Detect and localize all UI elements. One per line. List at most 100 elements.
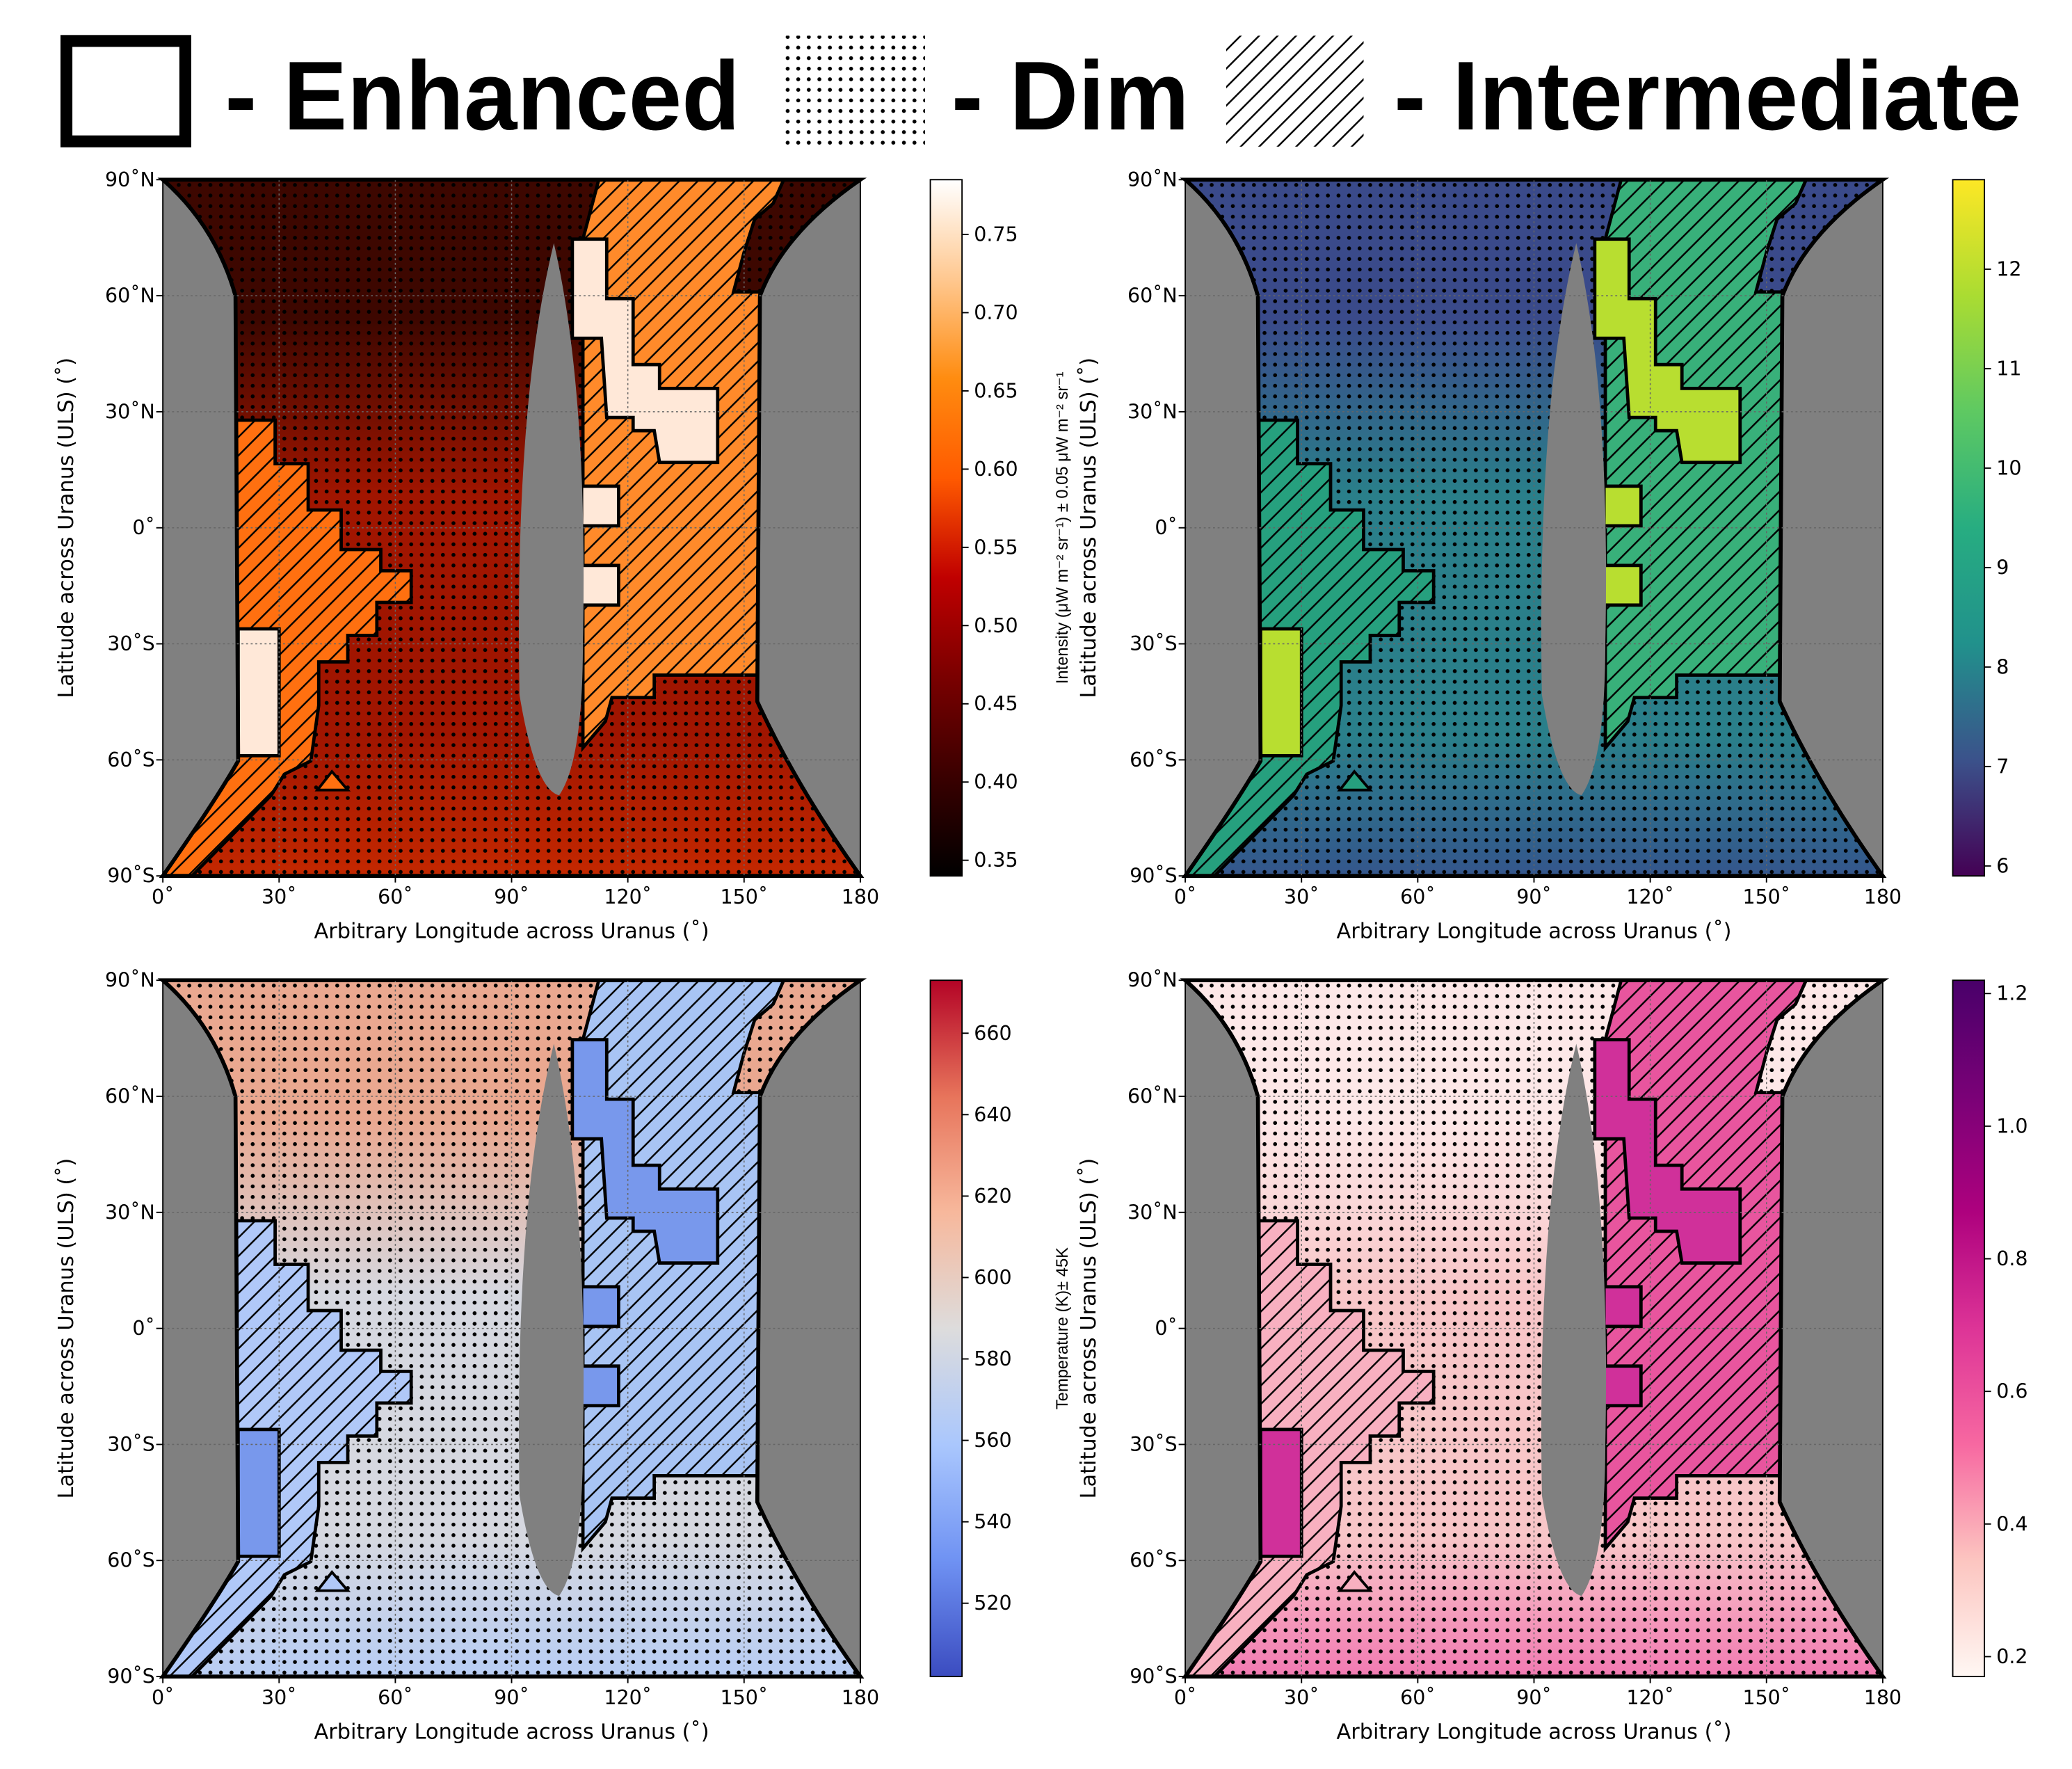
x-tick-label: 120˚ [604,1686,652,1709]
colorbar-tick-label: 0.50 [974,614,1018,637]
y-tick-label: 30˚N [105,400,155,423]
colorbar-label: Temperature (K)± 45K [1054,1247,1072,1409]
colorbar-tick-label: 9 [1996,556,2009,579]
colorbar-tick-label: 0.35 [974,849,1018,872]
enhanced-region [236,1427,281,1558]
disk-outline [1180,177,1890,879]
enhanced-region [579,563,620,607]
x-tick-label: 150˚ [1742,1686,1790,1709]
off-disk-gap [1541,1043,1607,1596]
y-axis-label: Latitude across Uranus (ULS) (˚) [1077,358,1101,698]
colorbar-tick-label: 0.4 [1996,1512,2027,1535]
x-tick-label: 30˚ [262,1686,296,1709]
enhanced-region [570,237,720,465]
x-tick-label: 150˚ [1742,886,1790,908]
colorbar-gradient-bar [929,979,963,1678]
x-tick-label: 30˚ [1284,886,1319,908]
y-tick-label: 60˚N [1127,285,1178,307]
colorbar-tick-label: 0.8 [1996,1247,2027,1270]
intermediate-region-small [1337,769,1374,792]
x-axis-label: Arbitrary Longitude across Uranus (˚) [1336,919,1731,943]
y-tick-label: 90˚S [107,1665,155,1688]
y-tick-label: 30˚N [105,1201,155,1224]
map-panel: 0˚ 30˚ 60˚ 90˚ 120˚ 150˚ 180 90˚N 60˚N 30˚N 0˚ 30˚S… [54,168,1072,944]
x-tick-label: 0˚ [1174,886,1196,908]
enhanced-region [1602,1285,1643,1329]
y-axis-label: Latitude across Uranus (ULS) (˚) [54,1158,79,1499]
y-tick-label: 60˚N [105,1084,155,1107]
x-tick-label: 60˚ [1400,1686,1435,1709]
enhanced-region [1602,563,1643,607]
y-tick-label: 60˚N [105,285,155,307]
x-tick-label: 120˚ [604,886,652,908]
legend-dim-swatch [780,35,925,147]
colorbar-gradient-bar [1952,979,1986,1678]
y-tick-label: 0˚ [132,1317,154,1340]
colorbar-tick-label: 11 [1996,357,2021,380]
colorbar-tick-label: 0.60 [974,458,1018,481]
x-tick-label: 60˚ [1400,886,1435,908]
y-tick-label: 60˚N [1127,1084,1178,1107]
enhanced-region [579,484,620,528]
x-tick-label: 0˚ [152,886,174,908]
colorbar-tick-label: 0.2 [1996,1645,2027,1668]
y-tick-label: 90˚N [105,969,155,992]
colorbar-tick-label: 660 [974,1022,1011,1045]
colorbar-tick-label: 540 [974,1510,1011,1533]
y-axis-label: Latitude across Uranus (ULS) (˚) [54,358,79,698]
y-tick-label: 90˚N [1127,969,1178,992]
y-tick-label: 90˚S [1130,865,1178,888]
y-tick-label: 60˚S [1130,1549,1178,1572]
x-tick-label: 0˚ [1174,1686,1196,1709]
colorbar-tick-label: 0.65 [974,379,1018,402]
y-tick-label: 60˚S [1130,749,1178,771]
colorbar-gradient-bar [1952,179,1986,877]
y-tick-label: 30˚S [107,1433,155,1456]
off-disk-gap [519,243,584,796]
x-axis-label: Arbitrary Longitude across Uranus (˚) [1336,1720,1731,1744]
y-tick-label: 30˚N [1127,400,1178,423]
y-tick-label: 90˚N [1127,168,1178,191]
enhanced-region [1602,484,1643,528]
y-tick-label: 90˚S [107,865,155,888]
map-panel: 0˚ 30˚ 60˚ 90˚ 120˚ 150˚ 180 90˚N 60˚N 30˚N 0˚ 30˚S… [1077,969,2028,1745]
colorbar-tick-label: 6 [1996,854,2009,877]
colorbar: 0.35 0.40 0.45 0.50 0.55 0.60 0.65 0.70 0.75 Inte… [929,179,1072,877]
x-tick-label: 90˚ [494,1686,529,1709]
y-tick-label: 60˚S [107,749,155,771]
x-tick-label: 90˚ [494,886,529,908]
colorbar-tick-label: 0.70 [974,301,1018,324]
enhanced-region [1258,627,1303,758]
legend-intermediate-label: - Intermediate [1394,41,2021,150]
x-tick-label: 0˚ [152,1686,174,1709]
enhanced-region [1593,237,1742,465]
intermediate-region-small [314,769,351,792]
enhanced-region [236,627,281,758]
y-axis-label: Latitude across Uranus (ULS) (˚) [1077,1158,1101,1499]
legend-enhanced-swatch [60,35,191,147]
y-tick-label: 30˚S [107,632,155,655]
colorbar: 520 540 560 580 600 620 640 660 Temperature (K)±… [929,979,1072,1678]
x-axis-label: Arbitrary Longitude across Uranus (˚) [314,1720,709,1744]
enhanced-region [1593,1038,1742,1265]
colorbar-tick-label: 0.6 [1996,1380,2027,1403]
intermediate-region-small [314,1570,351,1592]
colorbar: 6789101112Total Emission (μW m⁻² sr⁻¹) ±… [1952,179,2021,877]
x-tick-label: 180 [1864,886,1902,908]
y-tick-label: 90˚N [105,168,155,191]
x-tick-label: 180 [1864,1686,1902,1709]
colorbar-tick-label: 520 [974,1592,1011,1615]
colorbar-tick-label: 580 [974,1347,1011,1370]
y-tick-label: 30˚N [1127,1201,1178,1224]
x-tick-label: 30˚ [262,886,296,908]
x-tick-label: 30˚ [1284,1686,1319,1709]
legend-intermediate-swatch [1226,35,1364,147]
off-disk-gap [1541,243,1607,796]
colorbar: 0.20.40.60.81.01.2Column Density x10¹⁶ (… [1952,979,2027,1678]
colorbar-tick-label: 1.2 [1996,982,2027,1005]
colorbar-tick-label: 620 [974,1185,1011,1208]
x-tick-label: 150˚ [720,886,768,908]
